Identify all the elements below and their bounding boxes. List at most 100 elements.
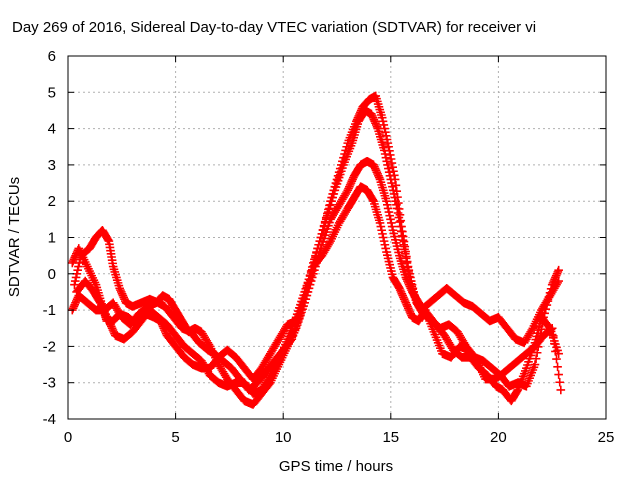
data-point xyxy=(400,244,409,254)
data-point xyxy=(554,265,563,275)
data-point xyxy=(390,193,400,202)
data-point xyxy=(385,171,395,181)
y-tick-label: 5 xyxy=(48,84,56,101)
data-point xyxy=(384,142,393,152)
data-point xyxy=(332,179,342,189)
data-point xyxy=(387,158,397,168)
data-point xyxy=(540,308,549,318)
data-point xyxy=(525,354,534,363)
data-point xyxy=(299,301,308,311)
data-point xyxy=(297,297,306,306)
x-axis-title: GPS time / hours xyxy=(279,458,393,475)
data-point xyxy=(387,218,396,228)
data-point xyxy=(380,240,390,250)
data-point xyxy=(382,247,391,257)
data-point xyxy=(544,292,554,302)
data-point xyxy=(327,196,336,206)
data-point xyxy=(377,225,386,235)
data-point xyxy=(382,156,392,166)
data-point xyxy=(397,231,407,240)
data-point xyxy=(292,309,302,319)
data-point xyxy=(337,166,346,176)
data-point xyxy=(546,324,556,334)
data-point xyxy=(554,370,563,379)
data-point xyxy=(399,240,409,250)
data-point xyxy=(542,300,552,310)
data-point xyxy=(387,178,396,188)
data-point xyxy=(534,322,544,332)
y-tick-label: -2 xyxy=(43,338,56,355)
data-point xyxy=(325,218,334,227)
data-point xyxy=(375,218,385,228)
data-point xyxy=(329,189,339,199)
data-point xyxy=(392,241,402,251)
data-point xyxy=(524,357,533,367)
data-point xyxy=(383,138,393,148)
x-tick-label: 15 xyxy=(382,429,399,446)
data-point xyxy=(317,229,327,239)
data-point xyxy=(386,175,396,184)
data-point xyxy=(384,207,394,217)
data-point xyxy=(383,250,392,260)
data-point xyxy=(72,269,82,279)
data-point xyxy=(328,193,337,202)
data-point xyxy=(380,124,389,133)
data-point xyxy=(335,170,345,179)
data-point xyxy=(304,274,314,284)
data-point xyxy=(379,236,389,246)
data-point xyxy=(403,263,413,272)
x-tick-label: 5 xyxy=(171,429,179,446)
series-3 xyxy=(68,156,563,409)
data-point xyxy=(392,204,402,213)
data-point xyxy=(376,222,386,231)
data-point xyxy=(551,347,560,356)
data-point xyxy=(547,323,557,333)
data-point xyxy=(396,226,406,236)
data-point xyxy=(389,166,398,176)
data-point xyxy=(388,182,397,191)
data-point xyxy=(388,186,398,195)
data-point xyxy=(533,325,543,335)
data-point xyxy=(555,377,565,387)
data-point xyxy=(296,300,305,309)
data-point xyxy=(523,360,532,370)
data-point xyxy=(330,186,340,195)
data-point xyxy=(73,265,82,275)
data-point xyxy=(387,222,397,231)
data-point xyxy=(323,224,332,234)
data-point xyxy=(338,163,347,173)
data-point xyxy=(305,271,315,281)
data-point xyxy=(385,260,395,270)
data-point xyxy=(393,208,403,218)
data-point xyxy=(384,164,393,173)
data-point xyxy=(389,229,399,238)
data-point xyxy=(541,304,551,314)
data-point xyxy=(389,189,399,199)
data-point xyxy=(321,227,331,237)
data-point xyxy=(75,254,85,264)
data-point xyxy=(326,200,335,210)
y-tick-label: 0 xyxy=(48,266,56,283)
x-tick-label: 10 xyxy=(275,429,292,446)
y-axis-title: SDTVAR / TECUs xyxy=(6,177,23,297)
data-point xyxy=(383,204,393,213)
data-point xyxy=(391,181,401,190)
data-point xyxy=(103,235,113,245)
data-point xyxy=(394,213,404,222)
data-point xyxy=(295,303,304,313)
data-point xyxy=(522,363,531,373)
x-tick-label: 25 xyxy=(598,429,615,446)
data-point xyxy=(324,221,333,231)
data-point xyxy=(299,290,308,300)
data-point xyxy=(380,146,389,155)
data-point xyxy=(298,304,307,314)
data-point xyxy=(381,127,390,137)
data-point xyxy=(390,232,399,241)
y-tick-label: 6 xyxy=(48,48,56,65)
data-point xyxy=(402,258,412,268)
data-point xyxy=(381,244,390,253)
data-point xyxy=(74,258,84,268)
data-point xyxy=(552,354,561,364)
series-2 xyxy=(70,106,563,395)
